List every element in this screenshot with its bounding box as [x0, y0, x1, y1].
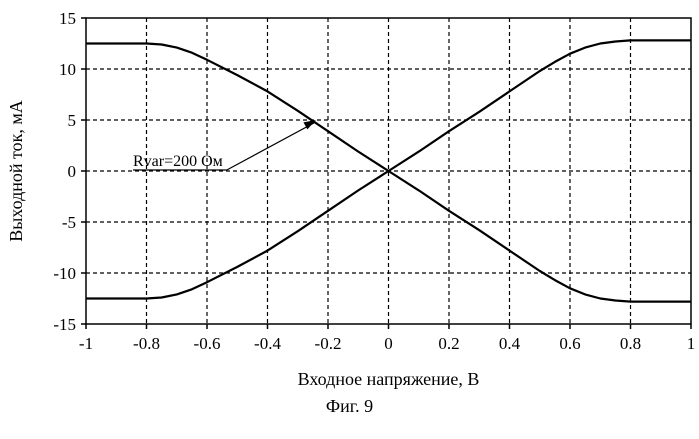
y-tick-label: 10: [59, 60, 76, 79]
y-tick-label: 5: [68, 111, 77, 130]
x-tick-label: 0.6: [559, 334, 580, 353]
x-tick-label: -1: [79, 334, 93, 353]
annotations: Rvar=200 Ом: [133, 120, 316, 170]
y-tick-label: -5: [62, 213, 76, 232]
x-tick-label: -0.2: [315, 334, 342, 353]
x-tick-label: 1: [687, 334, 696, 353]
y-axis-title: Выходной ток, мА: [6, 100, 26, 242]
annotation-label: Rvar=200 Ом: [133, 153, 223, 170]
x-axis-title: Входное напряжение, В: [298, 369, 480, 389]
y-tick-label: -15: [53, 315, 76, 334]
x-tick-label: -0.8: [133, 334, 160, 353]
x-tick-label: 0.4: [499, 334, 521, 353]
y-tick-label: 15: [59, 9, 76, 28]
x-tick-label: -0.6: [194, 334, 221, 353]
x-tick-label: 0.2: [438, 334, 459, 353]
figure-caption: Фиг. 9: [0, 396, 699, 417]
x-tick-label: 0: [384, 334, 393, 353]
y-tick-label: -10: [53, 264, 76, 283]
x-tick-label: -0.4: [254, 334, 281, 353]
x-tick-label: 0.8: [620, 334, 641, 353]
y-tick-label: 0: [68, 162, 77, 181]
annotation-leader: [227, 123, 314, 170]
